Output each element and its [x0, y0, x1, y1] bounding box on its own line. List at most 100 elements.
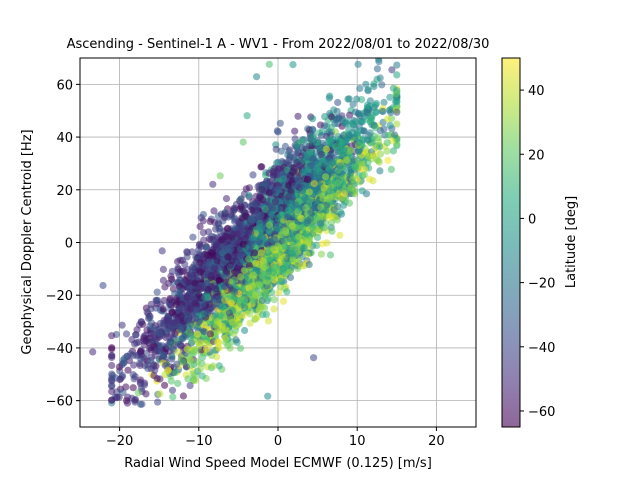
scatter-point — [213, 317, 222, 325]
scatter-point — [309, 155, 317, 163]
scatter-point — [370, 82, 378, 91]
scatter-point — [336, 162, 344, 170]
x-tick-label: 0 — [274, 434, 282, 449]
scatter-point — [261, 270, 269, 279]
y-axis-label: Geophysical Doppler Centroid [Hz] — [20, 129, 35, 354]
scatter-point — [230, 276, 239, 284]
scatter-point — [289, 256, 297, 264]
scatter-point — [108, 344, 116, 352]
scatter-point — [319, 195, 327, 203]
scatter-point — [193, 323, 201, 331]
scatter-point — [346, 147, 354, 155]
scatter-point — [242, 185, 250, 193]
scatter-point — [255, 281, 263, 289]
scatter-point — [281, 262, 289, 270]
scatter-point — [258, 297, 266, 305]
scatter-point — [256, 214, 264, 222]
scatter-point — [325, 94, 333, 102]
scatter-point — [375, 58, 383, 63]
scatter-point — [327, 169, 335, 177]
scatter-point — [265, 60, 273, 68]
scatter-point — [166, 296, 174, 304]
scatter-point — [279, 227, 287, 235]
scatter-point — [326, 137, 334, 145]
y-tick-label: 60 — [56, 78, 73, 93]
scatter-point — [215, 276, 223, 284]
scatter-point — [393, 71, 401, 79]
scatter-point — [207, 271, 215, 279]
scatter-point — [148, 353, 156, 361]
scatter-point — [108, 396, 116, 404]
scatter-point — [210, 207, 218, 215]
scatter-point — [183, 253, 191, 261]
scatter-point — [286, 234, 294, 243]
scatter-point — [378, 81, 386, 89]
scatter-point — [216, 228, 224, 236]
scatter-point — [168, 355, 176, 363]
scatter-point — [278, 197, 287, 205]
scatter-point — [194, 306, 202, 314]
scatter-point — [288, 222, 296, 230]
scatter-point — [334, 179, 342, 187]
chart-title: Ascending - Sentinel-1 A - WV1 - From 20… — [67, 37, 490, 52]
scatter-point — [367, 118, 375, 126]
scatter-point — [265, 180, 273, 188]
scatter-point — [276, 205, 284, 213]
scatter-point — [325, 213, 333, 221]
scatter-point — [198, 353, 207, 361]
scatter-point — [201, 293, 209, 301]
colorbar-ticks: −60 −40 −20 0 20 40 — [520, 84, 555, 420]
scatter-point — [196, 222, 204, 231]
scatter-point — [108, 332, 116, 340]
scatter-point — [131, 396, 139, 404]
scatter-point — [202, 243, 210, 251]
scatter-point — [134, 389, 142, 397]
scatter-point — [108, 382, 116, 390]
scatter-point — [294, 176, 302, 184]
colorbar-frame — [501, 57, 521, 428]
y-axis-ticks: −60 −40 −20 0 20 40 60 — [46, 78, 80, 410]
scatter-point — [346, 111, 354, 119]
scatter-point — [196, 240, 204, 248]
scatter-point — [295, 233, 303, 241]
scatter-point — [303, 230, 311, 239]
scatter-point — [187, 361, 195, 369]
scatter-point — [256, 194, 264, 202]
scatter-point — [310, 179, 318, 188]
scatter-point — [189, 370, 197, 378]
scatter-point — [184, 278, 192, 286]
scatter-point — [194, 358, 202, 366]
scatter-points — [89, 58, 401, 408]
scatter-point — [277, 147, 285, 155]
scatter-point — [301, 142, 309, 150]
scatter-point — [239, 138, 247, 146]
scatter-point — [153, 288, 161, 296]
scatter-point — [313, 241, 321, 249]
scatter-point — [360, 165, 368, 174]
scatter-point — [203, 251, 211, 259]
scatter-point — [315, 175, 323, 183]
scatter-point — [287, 171, 295, 179]
scatter-point — [247, 216, 255, 225]
scatter-point — [176, 287, 184, 295]
scatter-point — [177, 326, 185, 334]
scatter-point — [236, 258, 244, 266]
scatter-point — [384, 115, 392, 123]
scatter-point — [179, 305, 187, 313]
scatter-point — [183, 293, 191, 301]
scatter-point — [222, 233, 230, 241]
scatter-point — [269, 204, 277, 212]
scatter-point — [239, 240, 247, 248]
scatter-point — [393, 120, 401, 128]
scatter-point — [299, 168, 307, 176]
scatter-point — [386, 121, 394, 129]
scatter-point — [323, 239, 331, 247]
scatter-point — [213, 270, 221, 278]
scatter-point — [186, 305, 194, 313]
scatter-point — [261, 205, 269, 214]
x-tick-label: −20 — [106, 434, 133, 449]
scatter-point — [333, 216, 341, 224]
scatter-point — [252, 315, 260, 323]
scatter-point — [266, 227, 274, 235]
scatter-point — [305, 261, 313, 269]
